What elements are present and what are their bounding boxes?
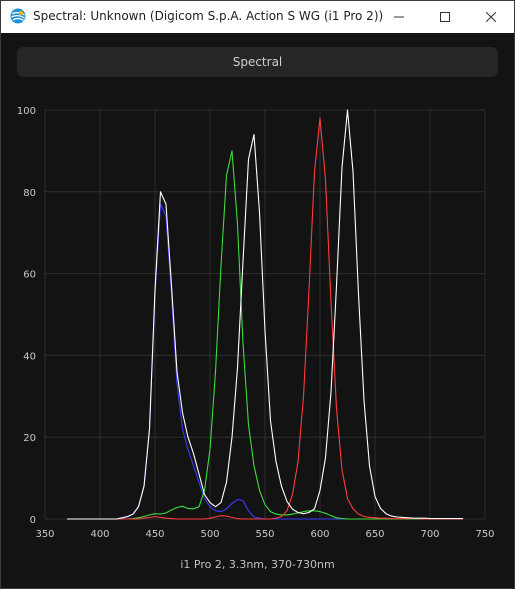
maximize-button[interactable] [422,1,468,33]
window-title: Spectral: Unknown (Digicom S.p.A. Action… [33,9,384,23]
y-tick-label: 0 [30,515,36,526]
y-tick-label: 40 [23,351,36,362]
close-button[interactable] [468,1,514,33]
x-tick-label: 700 [420,529,439,540]
minimize-button[interactable] [376,1,422,33]
y-tick-label: 60 [23,270,36,281]
red-series-line [67,117,463,520]
x-tick-label: 450 [145,529,164,540]
white-series-line [67,109,463,520]
title-bar[interactable]: Spectral: Unknown (Digicom S.p.A. Action… [1,1,514,33]
close-icon [486,12,496,22]
x-tick-label: 350 [35,529,54,540]
chart-grid [44,109,486,520]
y-tick-label: 80 [23,188,36,199]
x-tick-label: 400 [90,529,109,540]
chart-series [67,109,463,520]
x-tick-label: 500 [200,529,219,540]
x-tick-label: 650 [365,529,384,540]
app-color-wheel-icon [10,8,26,24]
maximize-icon [440,12,450,22]
chart-ticks: 350 400 450 500 550 600 650 700 750 0 20 40 60 80 100 [17,106,495,540]
minimize-icon [394,16,404,18]
x-tick-label: 600 [310,529,329,540]
instrument-label: i1 Pro 2, 3.3nm, 370-730nm [180,558,335,571]
spectral-button[interactable]: Spectral [17,47,498,77]
x-tick-label: 750 [475,529,494,540]
x-tick-label: 550 [255,529,274,540]
content-area: Spectral 350 400 450 500 550 600 650 700 750 0 20 4… [1,33,514,588]
spectral-chart: 350 400 450 500 550 600 650 700 750 0 20 40 60 80 100 [17,106,495,540]
y-tick-label: 20 [23,433,36,444]
y-tick-label: 100 [17,106,36,117]
